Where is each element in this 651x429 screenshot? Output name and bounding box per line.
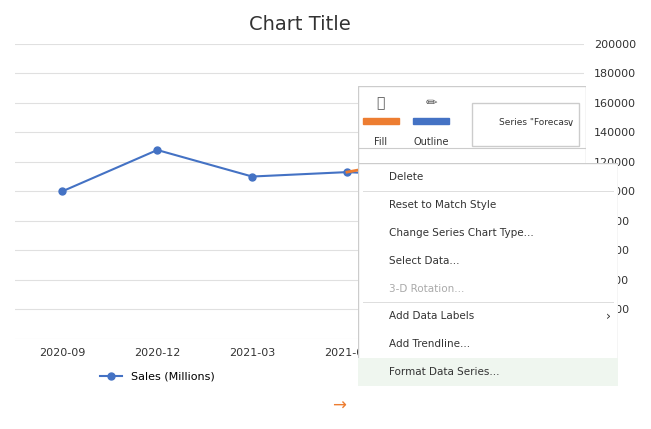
Text: Change Series Chart Type...: Change Series Chart Type...	[389, 228, 534, 238]
Sales (Millions)	[438, 174, 446, 179]
Text: Select Data...: Select Data...	[389, 256, 460, 266]
Sales (Millions)	[154, 148, 161, 153]
Text: ›: ›	[605, 310, 611, 323]
Text: →: →	[332, 396, 346, 414]
Text: ✏: ✏	[425, 96, 437, 110]
Sales (Millions)	[533, 137, 540, 142]
Bar	[413, 118, 449, 124]
Sales (Millions)	[248, 174, 256, 179]
Text: Outline: Outline	[413, 136, 449, 147]
Sales (Millions)	[59, 189, 66, 194]
Title: Chart Title: Chart Title	[249, 15, 350, 34]
Line: Sales (Millions): Sales (Millions)	[59, 136, 540, 195]
Legend: Sales (Millions): Sales (Millions)	[96, 367, 219, 386]
Text: Fill: Fill	[374, 136, 387, 147]
Text: Add Trendline...: Add Trendline...	[389, 339, 471, 349]
FancyBboxPatch shape	[358, 86, 586, 172]
Text: 🖌: 🖌	[377, 96, 385, 110]
Text: Add Data Labels: Add Data Labels	[389, 311, 475, 321]
Text: 3-D Rotation...: 3-D Rotation...	[389, 284, 465, 293]
Sales (Millions)	[343, 169, 351, 175]
FancyBboxPatch shape	[472, 103, 579, 146]
Text: Delete: Delete	[389, 172, 424, 182]
FancyBboxPatch shape	[358, 163, 618, 386]
Bar	[363, 118, 399, 124]
Text: Reset to Match Style: Reset to Match Style	[389, 200, 497, 210]
Text: Format Data Series...: Format Data Series...	[389, 367, 500, 377]
Bar	[358, 358, 618, 386]
Text: Series "Forecas: Series "Forecas	[499, 118, 569, 127]
Text: ∨: ∨	[566, 118, 574, 128]
